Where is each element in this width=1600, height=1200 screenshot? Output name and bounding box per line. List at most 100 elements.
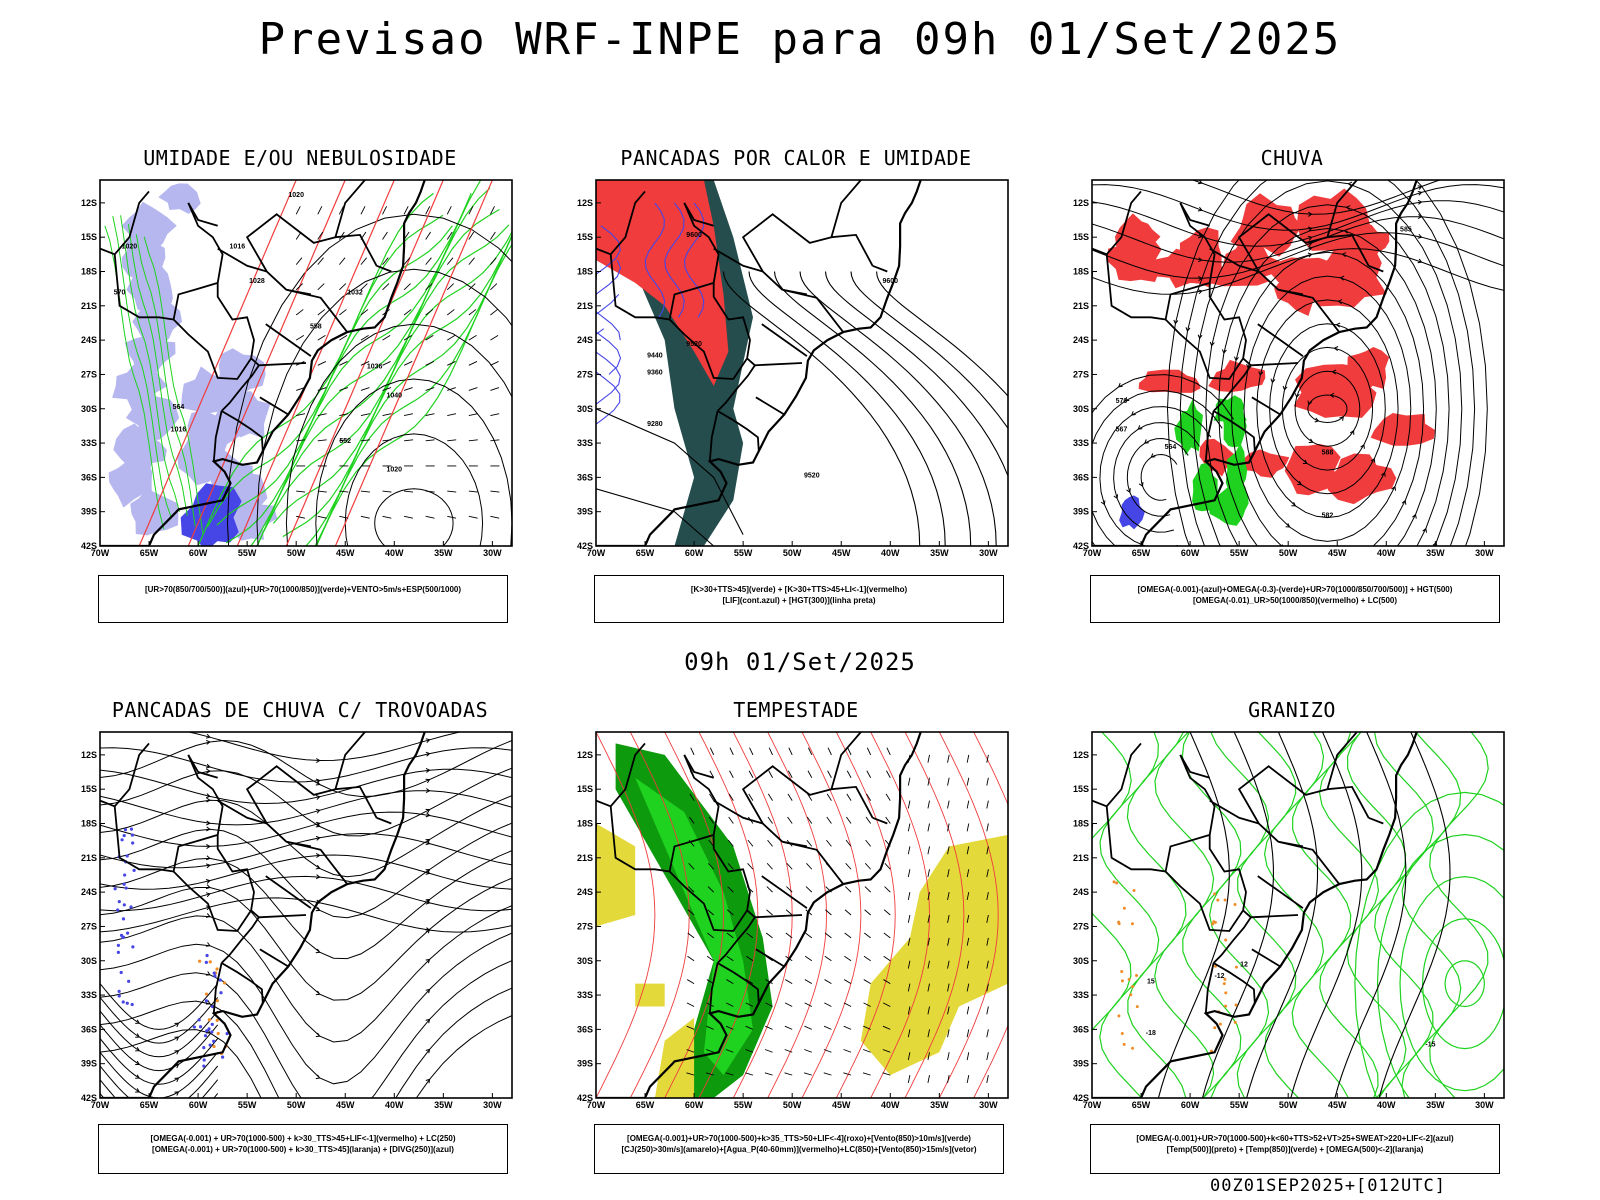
wind-vector — [490, 283, 498, 291]
panel-granizo: GRANIZO 12 -12 15 -15 -18 12S 15S 18S 21S 24S 27S 3… — [1052, 698, 1532, 1198]
flow-arrow — [1345, 205, 1351, 211]
divergence-dot — [119, 970, 123, 975]
contour-label: 9440 — [647, 352, 663, 359]
lon-label: 65W — [1132, 548, 1151, 558]
streamline — [1307, 394, 1348, 424]
lc850-contour — [664, 732, 724, 1098]
lat-label: 18S — [1073, 819, 1089, 829]
wind-vector — [947, 960, 950, 969]
flow-arrow — [1197, 334, 1203, 340]
contour-label: 1032 — [347, 289, 363, 296]
streamline — [1092, 248, 1504, 295]
panel-pancadas-calor: PANCADAS POR CALOR E UMIDADE 9600 9520 944… — [556, 146, 1036, 646]
coastline — [100, 732, 426, 1098]
wind-vector — [947, 892, 950, 901]
wind-vector — [827, 747, 832, 756]
wind-vector — [706, 955, 714, 962]
wind-vector — [360, 413, 370, 417]
wind-vector — [403, 515, 413, 519]
wind-vector — [707, 909, 715, 916]
wind-vector — [382, 515, 392, 519]
lat-label: 18S — [577, 267, 593, 277]
flow-arrow — [1113, 494, 1119, 500]
lon-label: 70W — [1083, 548, 1102, 558]
panel-umidade: UMIDADE E/OU NEBULOSIDADE 1020 1016 1020 10… — [60, 146, 540, 646]
wind-vector — [317, 361, 327, 366]
flow-arrow — [316, 758, 321, 764]
map-frame — [595, 731, 1009, 1099]
omega-dot — [1216, 898, 1220, 902]
wind-vector — [882, 1049, 891, 1053]
wind-vector — [490, 490, 500, 493]
country-border — [1326, 732, 1358, 790]
flow-arrow — [1285, 523, 1291, 528]
jet-yellow-area — [635, 983, 665, 1007]
wind-vector — [947, 937, 950, 946]
flow-arrow — [205, 739, 211, 745]
divergence-dot — [198, 1025, 203, 1029]
wind-vector — [404, 490, 414, 493]
wind-vector — [844, 909, 852, 916]
wind-vector — [425, 257, 432, 265]
wind-vector — [382, 335, 391, 341]
wind-vector — [966, 1052, 970, 1061]
country-border — [831, 785, 874, 819]
lat-label: 15S — [81, 232, 97, 242]
wind-vector — [927, 823, 930, 832]
wind-vector — [824, 1002, 832, 1007]
map-frame — [1091, 179, 1505, 547]
wind-vector — [360, 335, 369, 341]
contour-label: 9600 — [882, 278, 898, 285]
lat-label: 21S — [81, 301, 97, 311]
storm-dot — [208, 1043, 212, 1047]
flow-arrow — [205, 942, 211, 947]
wind-vector — [338, 206, 344, 215]
wind-vector — [907, 1006, 911, 1015]
wind-vector — [846, 816, 852, 824]
lat-label: 33S — [81, 990, 97, 1000]
divergence-dot — [122, 903, 126, 907]
country-border — [713, 247, 764, 273]
country-border — [258, 362, 307, 367]
wind-vector — [490, 439, 500, 442]
footer-timestamp: 00Z01SEP2025+[012UTC] — [1210, 1176, 1446, 1196]
wind-vector — [907, 777, 911, 786]
wind-vector — [382, 283, 390, 291]
wind-vector — [425, 387, 435, 391]
divergence-dot — [117, 994, 121, 998]
country-border — [376, 816, 392, 825]
wind-vector — [468, 515, 478, 519]
wind-vector — [947, 800, 950, 809]
omega-dot — [1122, 906, 1126, 910]
wind-vector — [907, 892, 911, 901]
storm-dot — [221, 1055, 225, 1059]
lat-label: 12S — [1073, 198, 1089, 208]
wind-vector — [883, 932, 891, 939]
temp850-contour — [1399, 875, 1504, 1092]
lat-label: 21S — [577, 853, 593, 863]
lat-label: 27S — [577, 921, 593, 931]
streamline — [100, 1051, 219, 1098]
streamline — [100, 987, 512, 1098]
lat-label: 21S — [81, 853, 97, 863]
storm-dot — [207, 1027, 211, 1031]
wind-vector — [728, 793, 734, 801]
wind-vector — [966, 892, 970, 901]
flow-arrow — [1131, 411, 1136, 416]
lat-label: 18S — [81, 267, 97, 277]
streamline — [100, 1065, 219, 1098]
streamline — [1113, 422, 1200, 533]
lon-label: 50W — [1279, 548, 1298, 558]
wind-vector — [360, 361, 370, 366]
flow-arrow — [1335, 322, 1341, 328]
wind-vector — [863, 1002, 871, 1007]
omega-dot — [1120, 1031, 1124, 1035]
flow-arrow — [1197, 180, 1203, 185]
country-border — [258, 914, 307, 919]
storm-dot — [204, 992, 209, 996]
omega-dot — [1117, 922, 1121, 926]
wind-vector — [884, 886, 891, 893]
lat-label: 24S — [1073, 335, 1089, 345]
wind-vector — [986, 823, 989, 832]
streamline — [100, 854, 512, 890]
